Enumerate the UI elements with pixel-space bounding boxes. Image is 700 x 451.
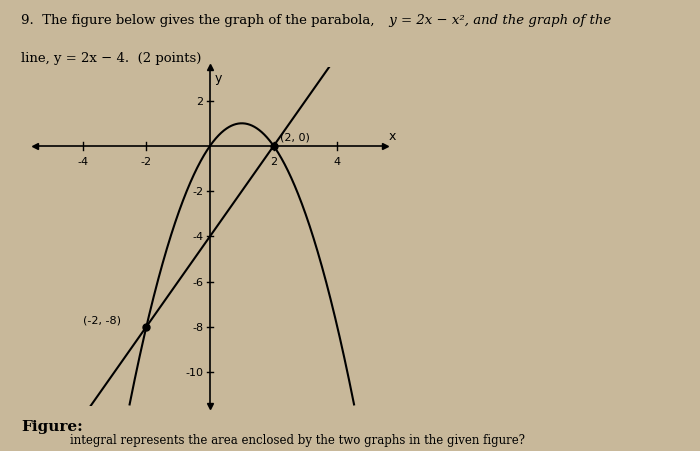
Text: -8: -8 (193, 322, 204, 332)
Text: 9.  The figure below gives the graph of the parabola,: 9. The figure below gives the graph of t… (21, 14, 374, 27)
Text: -4: -4 (193, 232, 204, 242)
Text: -6: -6 (193, 277, 204, 287)
Text: -4: -4 (77, 157, 88, 167)
Text: 2: 2 (197, 97, 204, 106)
Text: x: x (389, 130, 396, 143)
Text: -10: -10 (186, 367, 204, 377)
Text: line, y = 2x − 4.  (2 points): line, y = 2x − 4. (2 points) (21, 52, 202, 65)
Text: 2: 2 (270, 157, 277, 167)
Text: integral represents the area enclosed by the two graphs in the given figure?: integral represents the area enclosed by… (70, 433, 525, 446)
Text: -2: -2 (141, 157, 152, 167)
Text: y = 2x − x², and the graph of the: y = 2x − x², and the graph of the (385, 14, 611, 27)
Text: (-2, -8): (-2, -8) (83, 314, 120, 324)
Text: -2: -2 (193, 187, 204, 197)
Text: Figure:: Figure: (21, 419, 83, 433)
Text: 4: 4 (334, 157, 341, 167)
Text: y: y (215, 72, 222, 85)
Text: (2, 0): (2, 0) (280, 132, 310, 142)
